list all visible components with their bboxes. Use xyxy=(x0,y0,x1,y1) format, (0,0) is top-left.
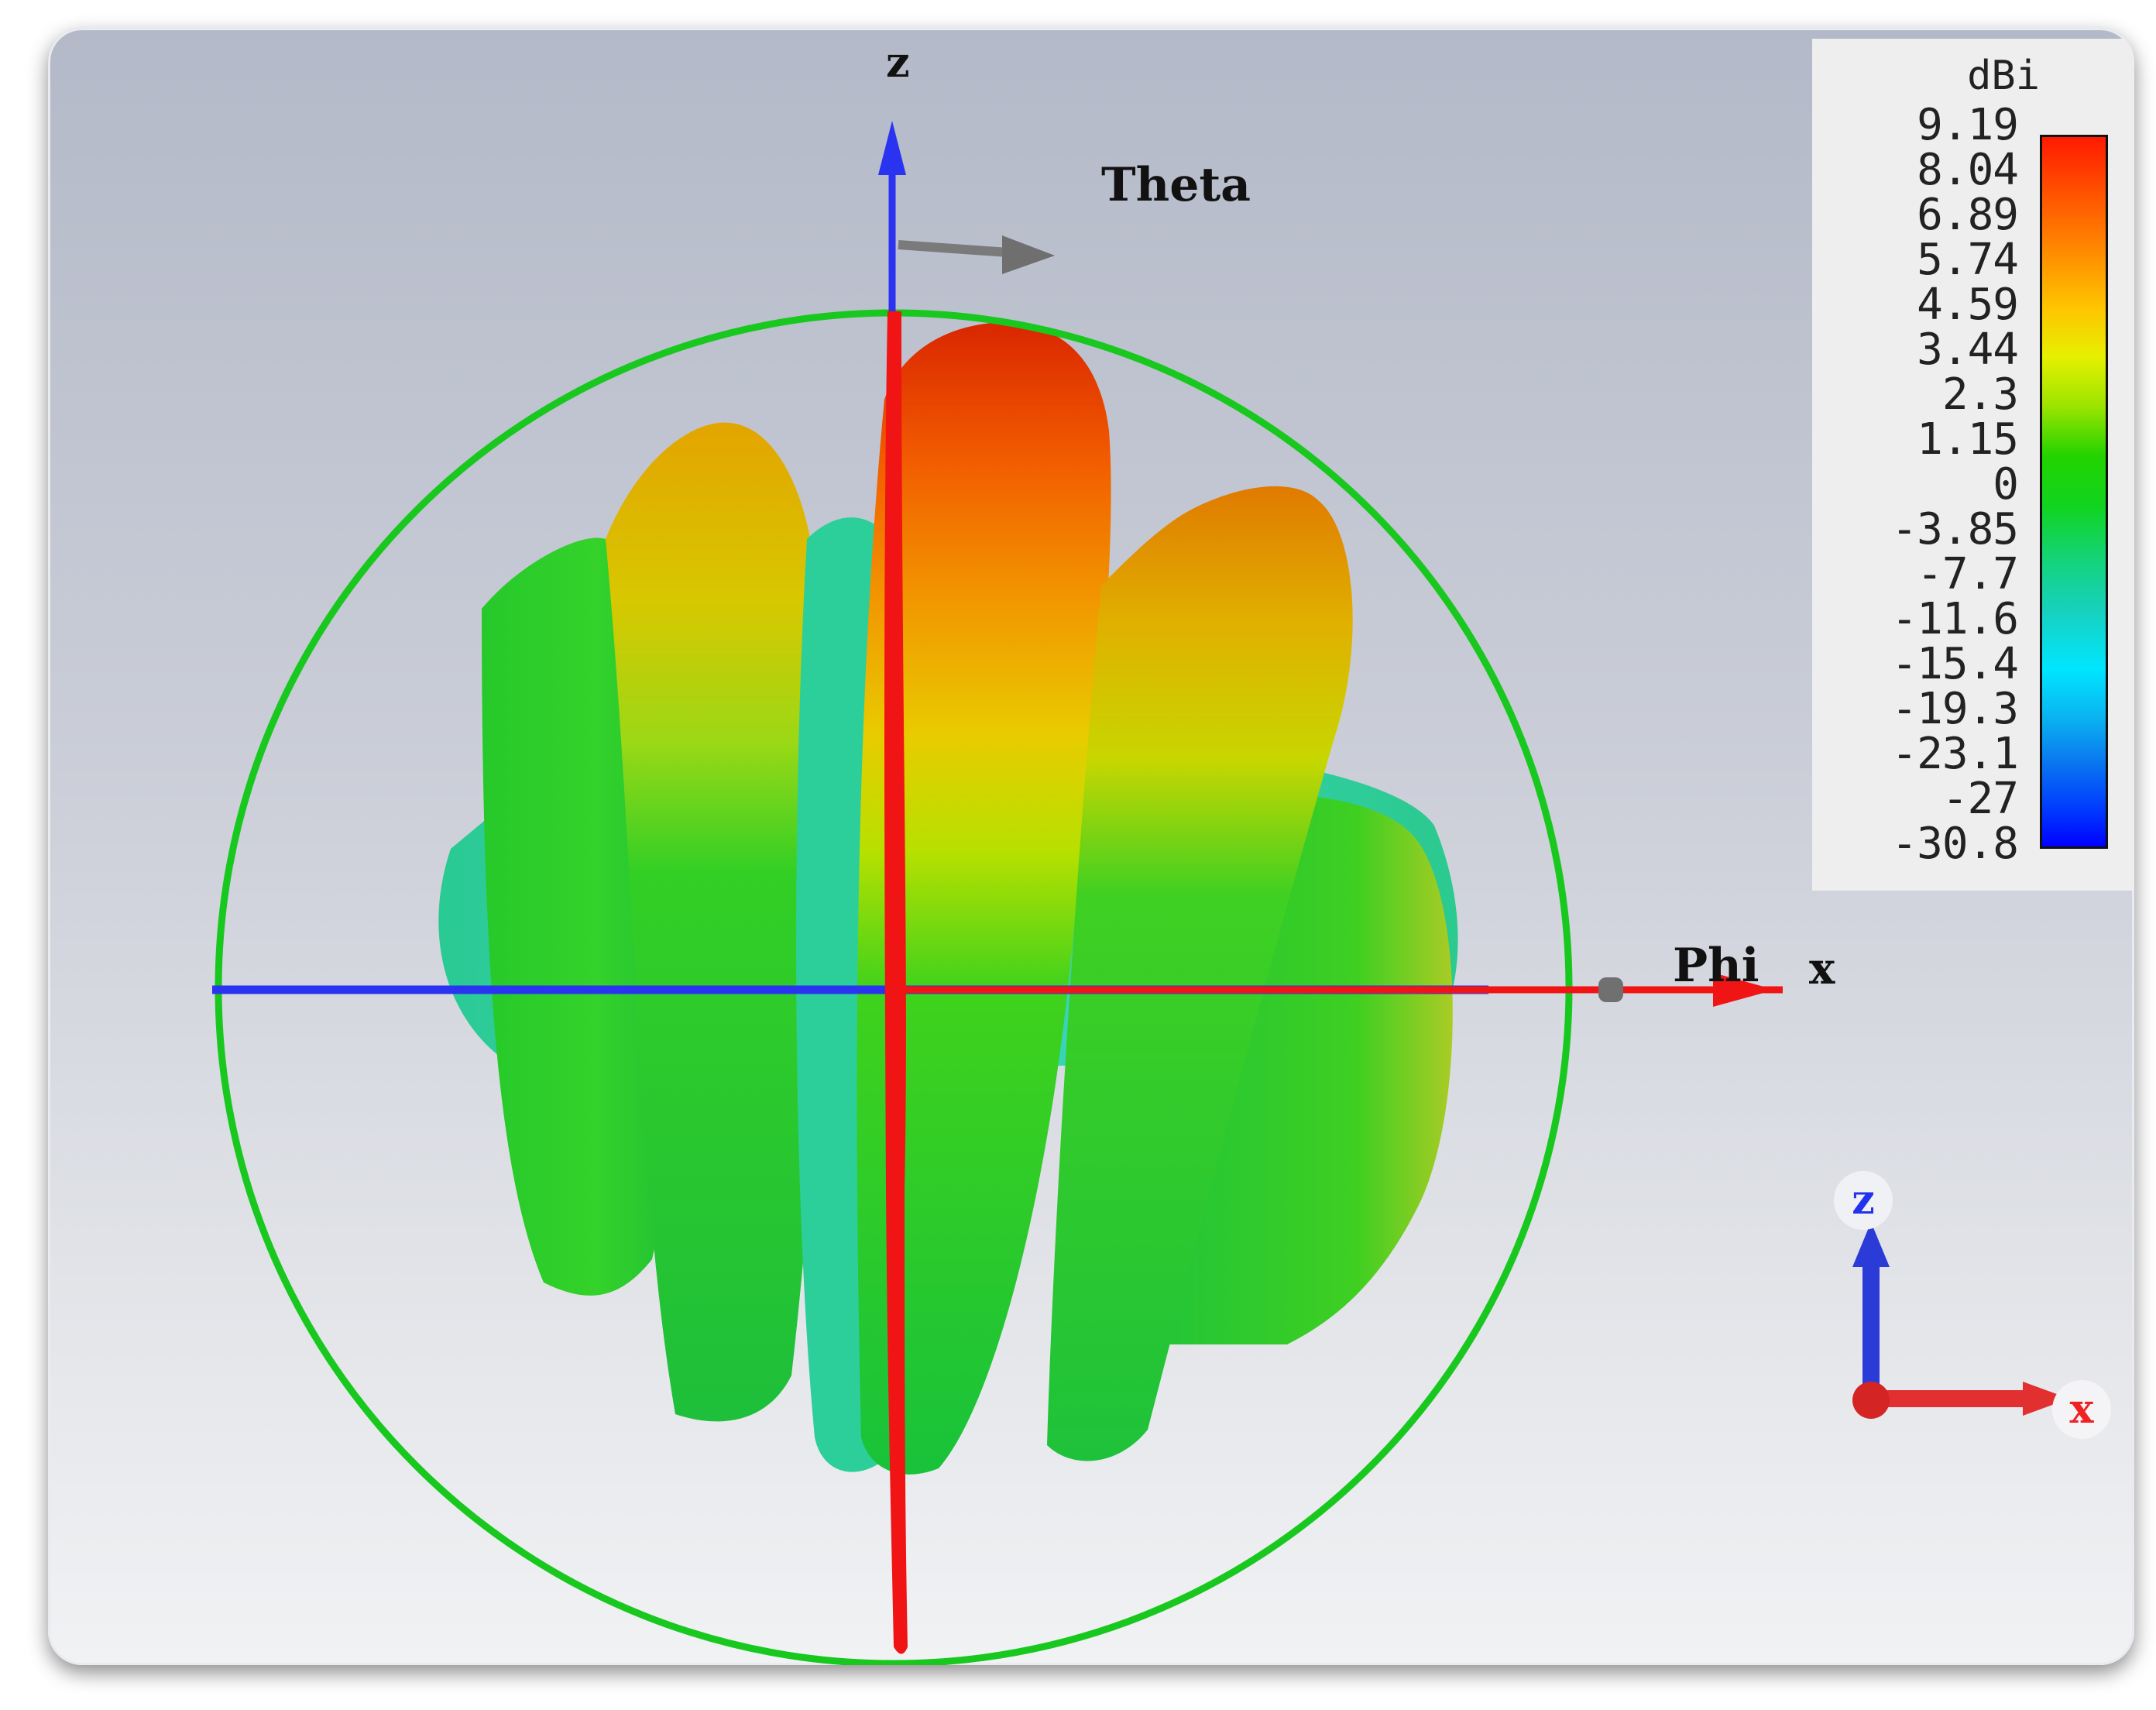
legend-tick: 8.04 xyxy=(1917,145,2019,195)
legend-tick: 5.74 xyxy=(1917,235,2019,285)
legend-ticks: 9.19 8.04 6.89 5.74 4.59 3.44 2.3 1.15 0 -3.85 -7.… xyxy=(1812,39,2134,891)
radiation-pattern-scene xyxy=(212,121,2069,1665)
pattern-lobe-left-peak xyxy=(606,422,825,1422)
z-axis-label: z xyxy=(886,37,910,87)
triad-x-label: x xyxy=(2052,1380,2111,1439)
legend-tick: -15.4 xyxy=(1891,639,2019,689)
pattern-lobe-main xyxy=(857,322,1111,1475)
triad-origin xyxy=(1852,1382,1890,1419)
legend-tick: 0 xyxy=(1993,459,2019,510)
legend-tick: 2.3 xyxy=(1941,369,2019,420)
legend-tick: -3.85 xyxy=(1891,504,2019,555)
colorbar xyxy=(2040,135,2108,849)
x-axis-label: x xyxy=(1809,943,1835,994)
triad-z-head xyxy=(1852,1222,1890,1267)
color-legend: dBi 9.19 8.04 6.89 5.74 4.59 3.44 2.3 1.15 0 -3.8… xyxy=(1812,39,2134,891)
viewport[interactable]: z Theta Phi x dBi 9.19 8.04 6.89 5.74 4.59 3.… xyxy=(48,28,2134,1665)
pattern-cut-trace xyxy=(884,311,908,1654)
theta-arrowhead xyxy=(1002,235,1055,274)
theta-label: Theta xyxy=(1101,158,1251,212)
legend-tick: -11.6 xyxy=(1891,594,2019,644)
legend-tick: -23.1 xyxy=(1891,729,2019,779)
triad-z-label: z xyxy=(1834,1171,1893,1230)
phi-label: Phi xyxy=(1673,939,1759,993)
legend-tick: 9.19 xyxy=(1917,100,2019,150)
triad-x-head xyxy=(2023,1382,2069,1416)
legend-tick: 6.89 xyxy=(1917,190,2019,240)
legend-unit: dBi xyxy=(1967,53,2040,99)
legend-tick: -19.3 xyxy=(1891,684,2019,734)
legend-tick: -7.7 xyxy=(1917,549,2019,599)
legend-tick: 4.59 xyxy=(1917,280,2019,330)
x-axis-arrowhead xyxy=(1713,973,1775,1007)
x-axis-marker xyxy=(1598,977,1623,1002)
legend-tick: 3.44 xyxy=(1917,324,2019,375)
legend-tick: -30.8 xyxy=(1891,819,2019,869)
legend-tick: -27 xyxy=(1941,774,2019,824)
pattern-lobe-right-peak xyxy=(1047,486,1353,1461)
z-axis-arrowhead xyxy=(878,121,906,175)
theta-arrow xyxy=(898,240,1009,257)
legend-tick: 1.15 xyxy=(1917,414,2019,465)
